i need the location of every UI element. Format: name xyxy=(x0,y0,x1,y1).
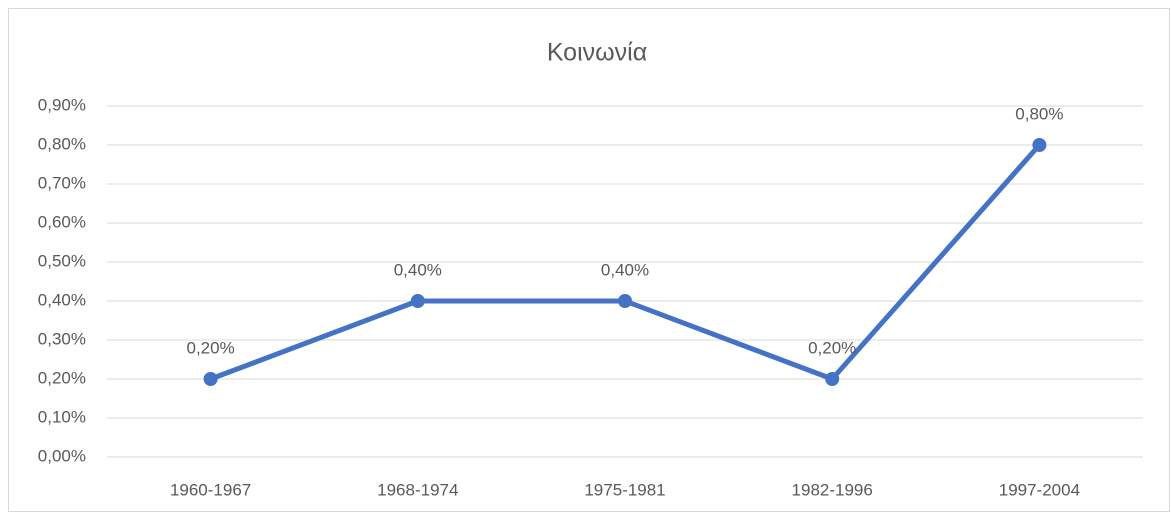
y-tick-label: 0,60% xyxy=(38,212,86,231)
y-tick-label: 0,90% xyxy=(38,95,86,114)
y-tick-label: 0,00% xyxy=(38,446,86,465)
x-tick-label: 1975-1981 xyxy=(584,480,665,499)
x-tick-label: 1968-1974 xyxy=(377,480,458,499)
y-tick-label: 0,30% xyxy=(38,329,86,348)
data-label: 0,20% xyxy=(808,338,856,357)
chart-border xyxy=(8,8,1170,512)
marker xyxy=(410,294,425,308)
y-tick-label: 0,40% xyxy=(38,290,86,309)
x-tick-label: 1997-2004 xyxy=(999,480,1080,499)
data-label: 0,80% xyxy=(1015,104,1063,123)
chart-title: Κοινωνία xyxy=(547,39,647,67)
data-label: 0,20% xyxy=(186,338,234,357)
y-tick-label: 0,80% xyxy=(38,134,86,153)
data-label: 0,40% xyxy=(394,260,442,279)
x-tick-label: 1982-1996 xyxy=(792,480,873,499)
marker xyxy=(618,294,632,308)
marker xyxy=(203,372,218,386)
y-tick-label: 0,20% xyxy=(38,368,86,387)
data-label: 0,40% xyxy=(601,260,649,279)
x-tick-label: 1960-1967 xyxy=(170,480,251,499)
y-tick-label: 0,50% xyxy=(38,251,86,270)
marker xyxy=(825,372,840,386)
y-tick-label: 0,10% xyxy=(38,407,86,426)
y-tick-label: 0,70% xyxy=(38,173,86,192)
marker xyxy=(1032,138,1047,152)
